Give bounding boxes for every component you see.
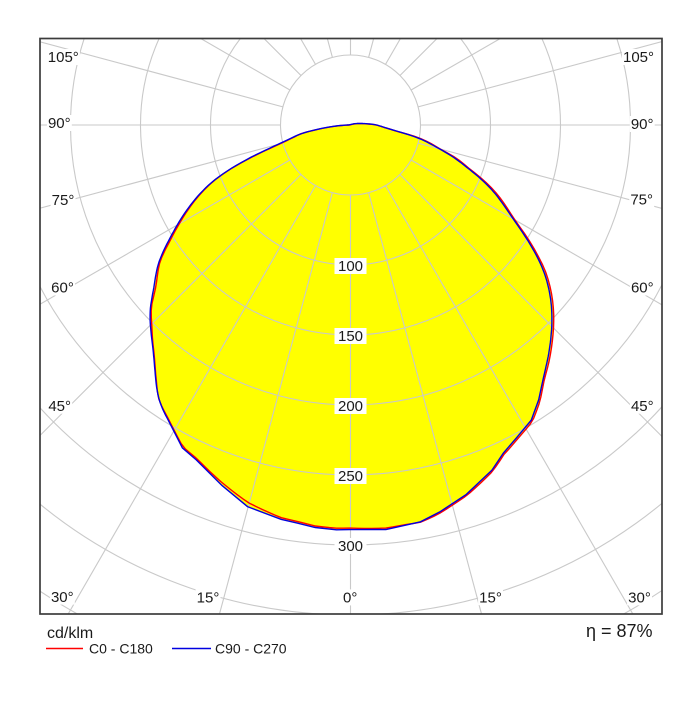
svg-text:C0 - C180: C0 - C180 xyxy=(89,641,153,657)
svg-text:η = 87%: η = 87% xyxy=(586,621,653,641)
svg-text:30°: 30° xyxy=(628,590,651,607)
svg-text:90°: 90° xyxy=(631,116,654,133)
svg-text:75°: 75° xyxy=(52,192,75,209)
svg-text:100: 100 xyxy=(338,258,363,275)
svg-text:105°: 105° xyxy=(48,49,79,66)
svg-text:45°: 45° xyxy=(631,398,654,415)
svg-text:150: 150 xyxy=(338,328,363,345)
svg-text:30°: 30° xyxy=(51,589,74,606)
svg-text:200: 200 xyxy=(338,398,363,415)
svg-text:90°: 90° xyxy=(48,115,71,132)
svg-text:60°: 60° xyxy=(631,280,654,297)
svg-text:60°: 60° xyxy=(51,280,74,297)
svg-text:15°: 15° xyxy=(197,589,220,606)
svg-text:0°: 0° xyxy=(343,590,357,607)
svg-text:300: 300 xyxy=(338,538,363,555)
svg-text:15°: 15° xyxy=(479,589,502,606)
svg-text:75°: 75° xyxy=(630,192,653,209)
svg-text:45°: 45° xyxy=(48,398,71,415)
svg-text:250: 250 xyxy=(338,468,363,485)
svg-text:105°: 105° xyxy=(623,49,654,66)
svg-text:C90 - C270: C90 - C270 xyxy=(215,641,287,657)
svg-text:cd/klm: cd/klm xyxy=(47,625,93,642)
